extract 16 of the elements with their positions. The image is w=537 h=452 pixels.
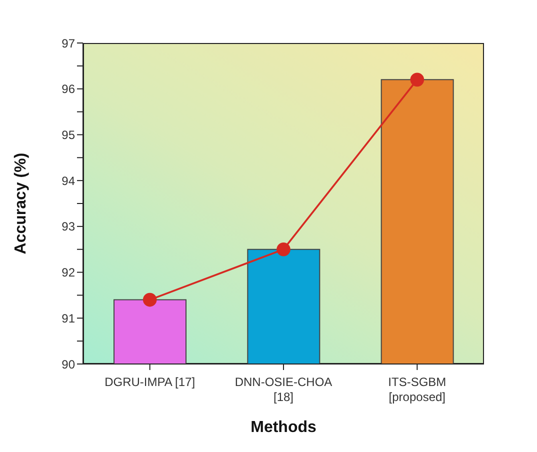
y-tick-label: 90 <box>62 357 76 372</box>
point <box>276 242 290 256</box>
y-tick-label: 95 <box>62 128 76 142</box>
point <box>142 292 157 307</box>
y-axis-title: Accuracy (%) <box>12 152 30 254</box>
y-tick-label: 91 <box>62 311 76 326</box>
x-tick-label: DGRU-IMPA [17] <box>104 375 196 389</box>
y-tick-label: 96 <box>62 82 76 96</box>
x-tick-label: DNN-OSIE-CHOA [18] <box>234 375 332 404</box>
y-tick-label: 93 <box>62 220 76 234</box>
y-tick-label: 97 <box>62 36 76 50</box>
point <box>410 72 424 87</box>
x-tick-label: ITS-SGBM [proposed] <box>388 375 446 404</box>
y-tick-label: 92 <box>62 266 76 280</box>
x-axis-title: Methods <box>250 419 316 436</box>
y-tick-label: 94 <box>62 174 76 188</box>
